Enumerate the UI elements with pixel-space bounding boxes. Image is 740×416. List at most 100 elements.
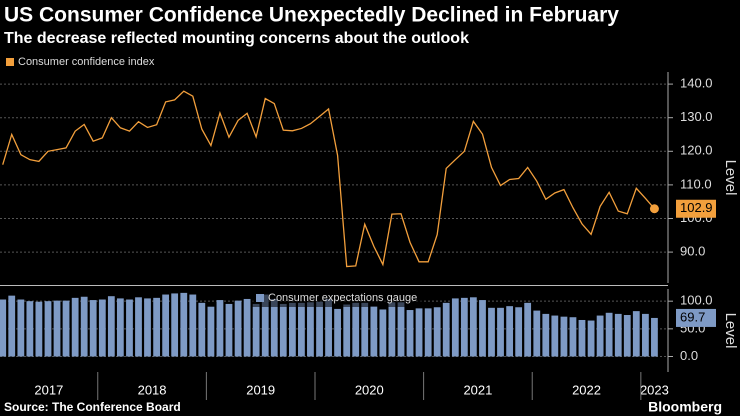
bar bbox=[551, 315, 559, 357]
legend-swatch bbox=[256, 294, 264, 302]
x-tick-label: 2018 bbox=[138, 382, 167, 397]
bar bbox=[361, 302, 369, 357]
source: Source: The Conference Board bbox=[4, 400, 181, 414]
bar bbox=[26, 301, 34, 357]
bar bbox=[135, 297, 142, 357]
legend-backdrop bbox=[252, 289, 422, 307]
bar bbox=[424, 308, 432, 357]
bar bbox=[198, 302, 206, 357]
bar bbox=[116, 298, 124, 357]
bar bbox=[406, 310, 414, 357]
bar bbox=[98, 299, 106, 357]
bar bbox=[442, 302, 450, 357]
value-label-box bbox=[676, 199, 716, 218]
legend-swatch bbox=[6, 58, 14, 66]
value-label: 102.9 bbox=[680, 200, 713, 215]
value-label-box bbox=[676, 308, 716, 327]
bar bbox=[569, 317, 577, 357]
chart-subtitle: The decrease reflected mounting concerns… bbox=[4, 30, 469, 47]
bar bbox=[506, 306, 514, 357]
x-tick-label: 2020 bbox=[355, 382, 384, 397]
bar bbox=[325, 298, 332, 357]
bar bbox=[144, 298, 151, 357]
bar bbox=[479, 300, 486, 357]
bar bbox=[451, 298, 459, 357]
bar bbox=[189, 294, 197, 357]
bar bbox=[8, 295, 16, 357]
y-tick-label: 120.0 bbox=[680, 143, 713, 158]
bar bbox=[162, 294, 170, 357]
x-tick-label: 2023 bbox=[640, 382, 669, 397]
chart-title: US Consumer Confidence Unexpectedly Decl… bbox=[4, 4, 619, 27]
bar bbox=[352, 302, 360, 357]
bar bbox=[80, 296, 88, 357]
bar bbox=[270, 298, 278, 357]
y-axis-label: Level bbox=[722, 313, 739, 349]
bar bbox=[17, 299, 25, 357]
x-tick-label: 2019 bbox=[246, 382, 275, 397]
bar bbox=[605, 312, 613, 357]
bar bbox=[533, 310, 541, 357]
value-label: 69.7 bbox=[680, 309, 705, 324]
bar bbox=[397, 302, 405, 357]
bar bbox=[307, 302, 314, 357]
bar bbox=[62, 300, 70, 357]
bar bbox=[44, 301, 52, 357]
bar bbox=[252, 303, 260, 357]
bar bbox=[298, 302, 305, 357]
y-tick-label: 130.0 bbox=[680, 109, 713, 124]
bar bbox=[289, 302, 296, 357]
bar bbox=[370, 306, 378, 357]
bar bbox=[225, 303, 233, 357]
legend-label: Consumer confidence index bbox=[18, 56, 155, 68]
bar bbox=[587, 320, 595, 357]
bar bbox=[343, 304, 351, 357]
bar bbox=[243, 298, 251, 357]
bar bbox=[497, 307, 504, 357]
bar bbox=[524, 302, 532, 357]
bar bbox=[560, 316, 568, 357]
y-tick-label: 100.0 bbox=[680, 293, 713, 308]
bar bbox=[216, 300, 224, 357]
bar bbox=[623, 315, 631, 357]
bar bbox=[334, 308, 341, 357]
legend-label: Consumer expectations gauge bbox=[268, 292, 417, 304]
bar bbox=[460, 297, 468, 357]
bar bbox=[234, 300, 242, 357]
bar bbox=[71, 297, 79, 357]
bar bbox=[89, 300, 97, 357]
line bbox=[2, 90, 655, 268]
bar bbox=[469, 297, 477, 357]
x-tick-label: 2022 bbox=[572, 382, 601, 397]
bar bbox=[379, 309, 387, 357]
y-tick-label: 110.0 bbox=[680, 176, 712, 191]
bar bbox=[0, 299, 7, 357]
bar bbox=[316, 301, 323, 357]
y-tick-label: 90.0 bbox=[680, 244, 705, 259]
y-tick-label: 140.0 bbox=[680, 76, 713, 91]
bar bbox=[542, 313, 550, 357]
bar bbox=[279, 303, 287, 357]
bar bbox=[614, 313, 622, 357]
bar bbox=[488, 307, 495, 357]
bar bbox=[388, 302, 396, 357]
bar bbox=[642, 313, 649, 357]
bar bbox=[171, 293, 179, 357]
last-point bbox=[649, 204, 659, 214]
bar bbox=[596, 315, 604, 357]
bar bbox=[126, 299, 133, 357]
y-axis-label: Level bbox=[722, 160, 739, 196]
bar bbox=[632, 311, 640, 357]
bar bbox=[180, 292, 188, 357]
bar bbox=[35, 301, 43, 357]
bar bbox=[433, 307, 441, 357]
bar bbox=[261, 294, 269, 357]
bar bbox=[53, 300, 61, 357]
y-tick-label: 0.0 bbox=[680, 348, 698, 363]
bar bbox=[578, 319, 586, 357]
bar bbox=[651, 317, 658, 357]
bar bbox=[107, 296, 115, 357]
bar bbox=[415, 308, 423, 357]
x-tick-label: 2021 bbox=[463, 382, 492, 397]
